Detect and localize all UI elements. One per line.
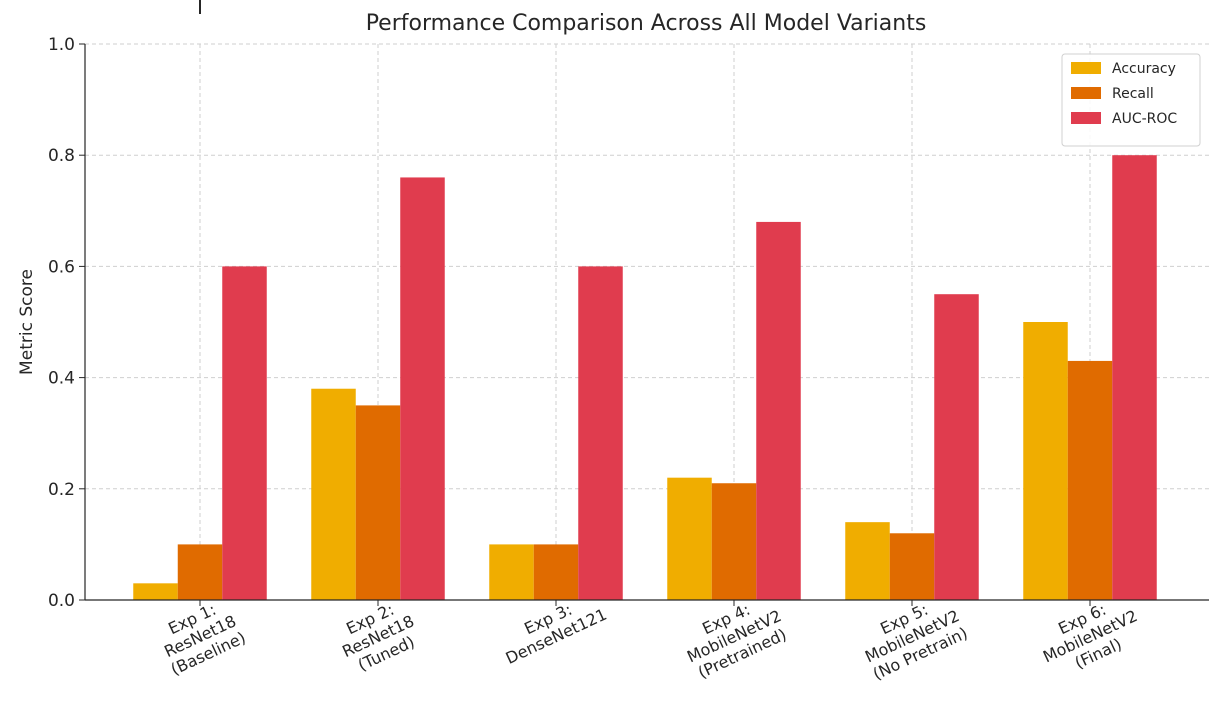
bar-accuracy-3 bbox=[489, 544, 534, 600]
bar-accuracy-4 bbox=[667, 477, 712, 600]
bar-accuracy-1 bbox=[133, 583, 178, 600]
y-tick-label: 0.2 bbox=[48, 480, 75, 500]
bar-recall-4 bbox=[711, 483, 757, 600]
x-tick-label: Exp 2:ResNet18(Tuned) bbox=[339, 600, 417, 675]
bar-recall-1 bbox=[177, 544, 223, 600]
legend-swatch bbox=[1071, 112, 1101, 124]
bar-auc-roc-4 bbox=[756, 221, 801, 601]
x-tick-label: Exp 1:ResNet18(Baseline) bbox=[161, 600, 248, 679]
y-tick-label: 0.6 bbox=[48, 257, 75, 277]
bar-recall-6 bbox=[1067, 360, 1113, 600]
y-tick-label: 0.0 bbox=[48, 591, 75, 611]
y-tick-label: 1.0 bbox=[48, 35, 75, 55]
legend-label: AUC-ROC bbox=[1112, 111, 1177, 127]
legend-swatch bbox=[1071, 62, 1101, 74]
y-tick-label: 0.4 bbox=[48, 369, 75, 389]
bar-recall-5 bbox=[889, 533, 935, 600]
bar-auc-roc-2 bbox=[400, 177, 445, 600]
legend-label: Recall bbox=[1112, 86, 1154, 102]
bar-auc-roc-1 bbox=[222, 266, 267, 600]
y-axis-label: Metric Score bbox=[17, 269, 37, 375]
bar-auc-roc-5 bbox=[934, 294, 979, 600]
y-tick-label: 0.8 bbox=[48, 146, 75, 166]
chart-title: Performance Comparison Across All Model … bbox=[366, 11, 927, 36]
bars-layer bbox=[133, 155, 1157, 601]
bar-accuracy-6 bbox=[1023, 322, 1068, 600]
bar-auc-roc-6 bbox=[1112, 155, 1157, 600]
bar-accuracy-5 bbox=[845, 522, 890, 600]
legend-swatch bbox=[1071, 87, 1101, 99]
legend: Accuracy Recall AUC-ROC bbox=[1061, 53, 1201, 147]
bar-accuracy-2 bbox=[311, 388, 356, 600]
bar-recall-2 bbox=[355, 405, 401, 600]
bar-auc-roc-3 bbox=[578, 266, 623, 600]
bar-recall-3 bbox=[533, 544, 579, 600]
legend-label: Accuracy bbox=[1112, 61, 1176, 77]
